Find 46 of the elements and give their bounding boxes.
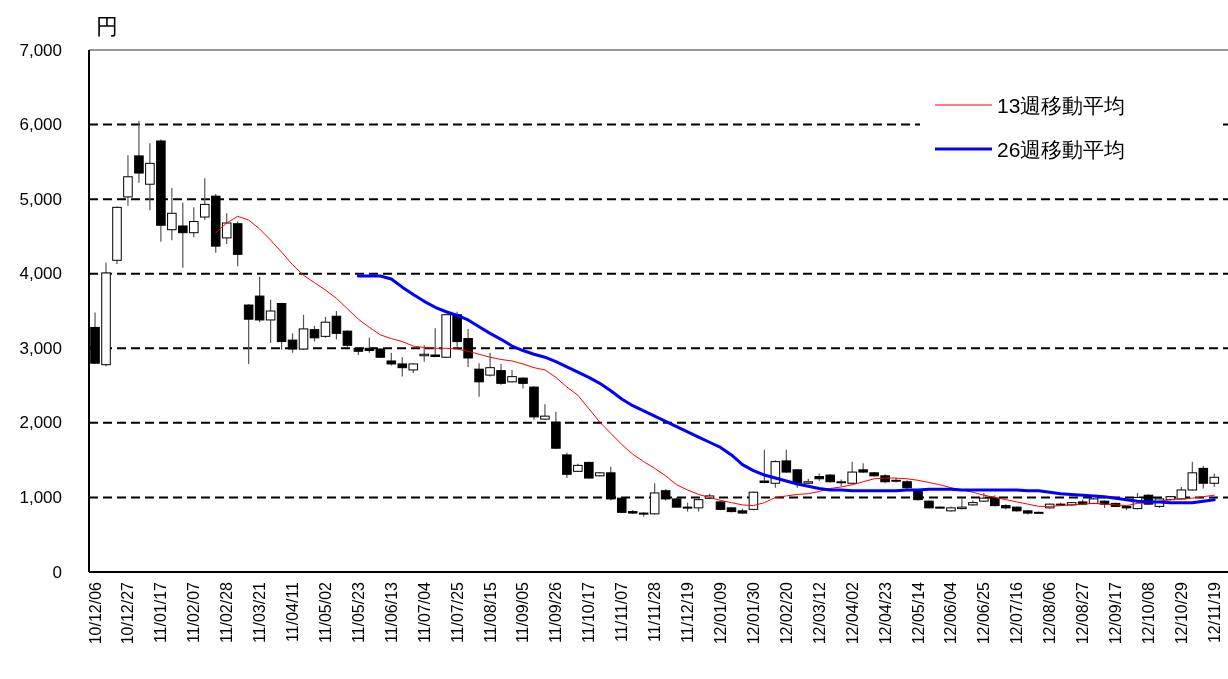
x-tick-label: 11/07/25 [448,581,466,644]
x-tick-label: 11/11/07 [613,581,631,642]
x-tick-label: 12/11/19 [1205,581,1223,644]
x-tick-label: 12/07/16 [1008,581,1026,645]
x-tick-label: 12/10/08 [1139,581,1157,645]
x-tick-label: 11/09/26 [547,581,565,644]
x-tick-label: 11/02/07 [185,581,203,644]
x-tick-label: 12/08/27 [1074,581,1092,645]
x-tick-label: 10/12/27 [119,581,137,645]
x-tick-label: 11/04/11 [284,581,302,642]
x-tick-label: 11/03/21 [251,581,269,644]
x-tick-label: 10/12/06 [86,581,104,645]
legend-label: 26週移動平均 [997,137,1126,161]
x-tick-label: 11/09/05 [514,581,532,644]
x-tick-label: 11/11/28 [646,581,664,642]
y-tick-label: 1,000 [19,487,62,507]
y-tick-label: 2,000 [19,413,62,433]
y-tick-label: 0 [52,562,62,582]
x-tick-label: 12/09/17 [1107,581,1125,645]
x-tick-label: 12/04/02 [843,581,861,645]
x-tick-label: 11/10/17 [580,581,598,644]
x-tick-label: 12/01/30 [744,581,762,645]
x-tick-label: 11/12/19 [679,581,697,644]
x-tick-label: 11/01/17 [152,581,170,644]
x-tick-label: 12/06/04 [942,581,960,645]
x-tick-label: 12/05/14 [909,581,927,645]
x-tick-label: 12/04/23 [876,581,894,645]
x-tick-label: 12/08/06 [1041,581,1059,645]
x-tick-label: 11/05/02 [316,581,334,644]
x-tick-label: 12/01/09 [712,581,729,645]
x-tick-label: 11/08/15 [481,581,499,644]
x-tick-label: 11/02/28 [218,581,236,644]
y-tick-label: 7,000 [19,40,62,60]
x-tick-label: 11/07/04 [415,581,433,644]
x-tick-label: 11/06/13 [382,581,400,644]
y-tick-label: 4,000 [19,264,62,284]
legend-label: 13週移動平均 [997,93,1126,117]
x-tick-label: 12/02/20 [777,581,795,645]
x-tick-label: 12/03/12 [810,581,828,645]
y-tick-label: 3,000 [19,338,62,358]
y-tick-label: 6,000 [19,115,62,135]
x-tick-label: 11/05/23 [349,581,367,644]
x-tick-label: 12/06/25 [975,581,993,645]
y-axis-title: 円 [96,14,118,39]
x-tick-label: 12/10/29 [1172,581,1190,645]
y-tick-label: 5,000 [19,189,62,209]
